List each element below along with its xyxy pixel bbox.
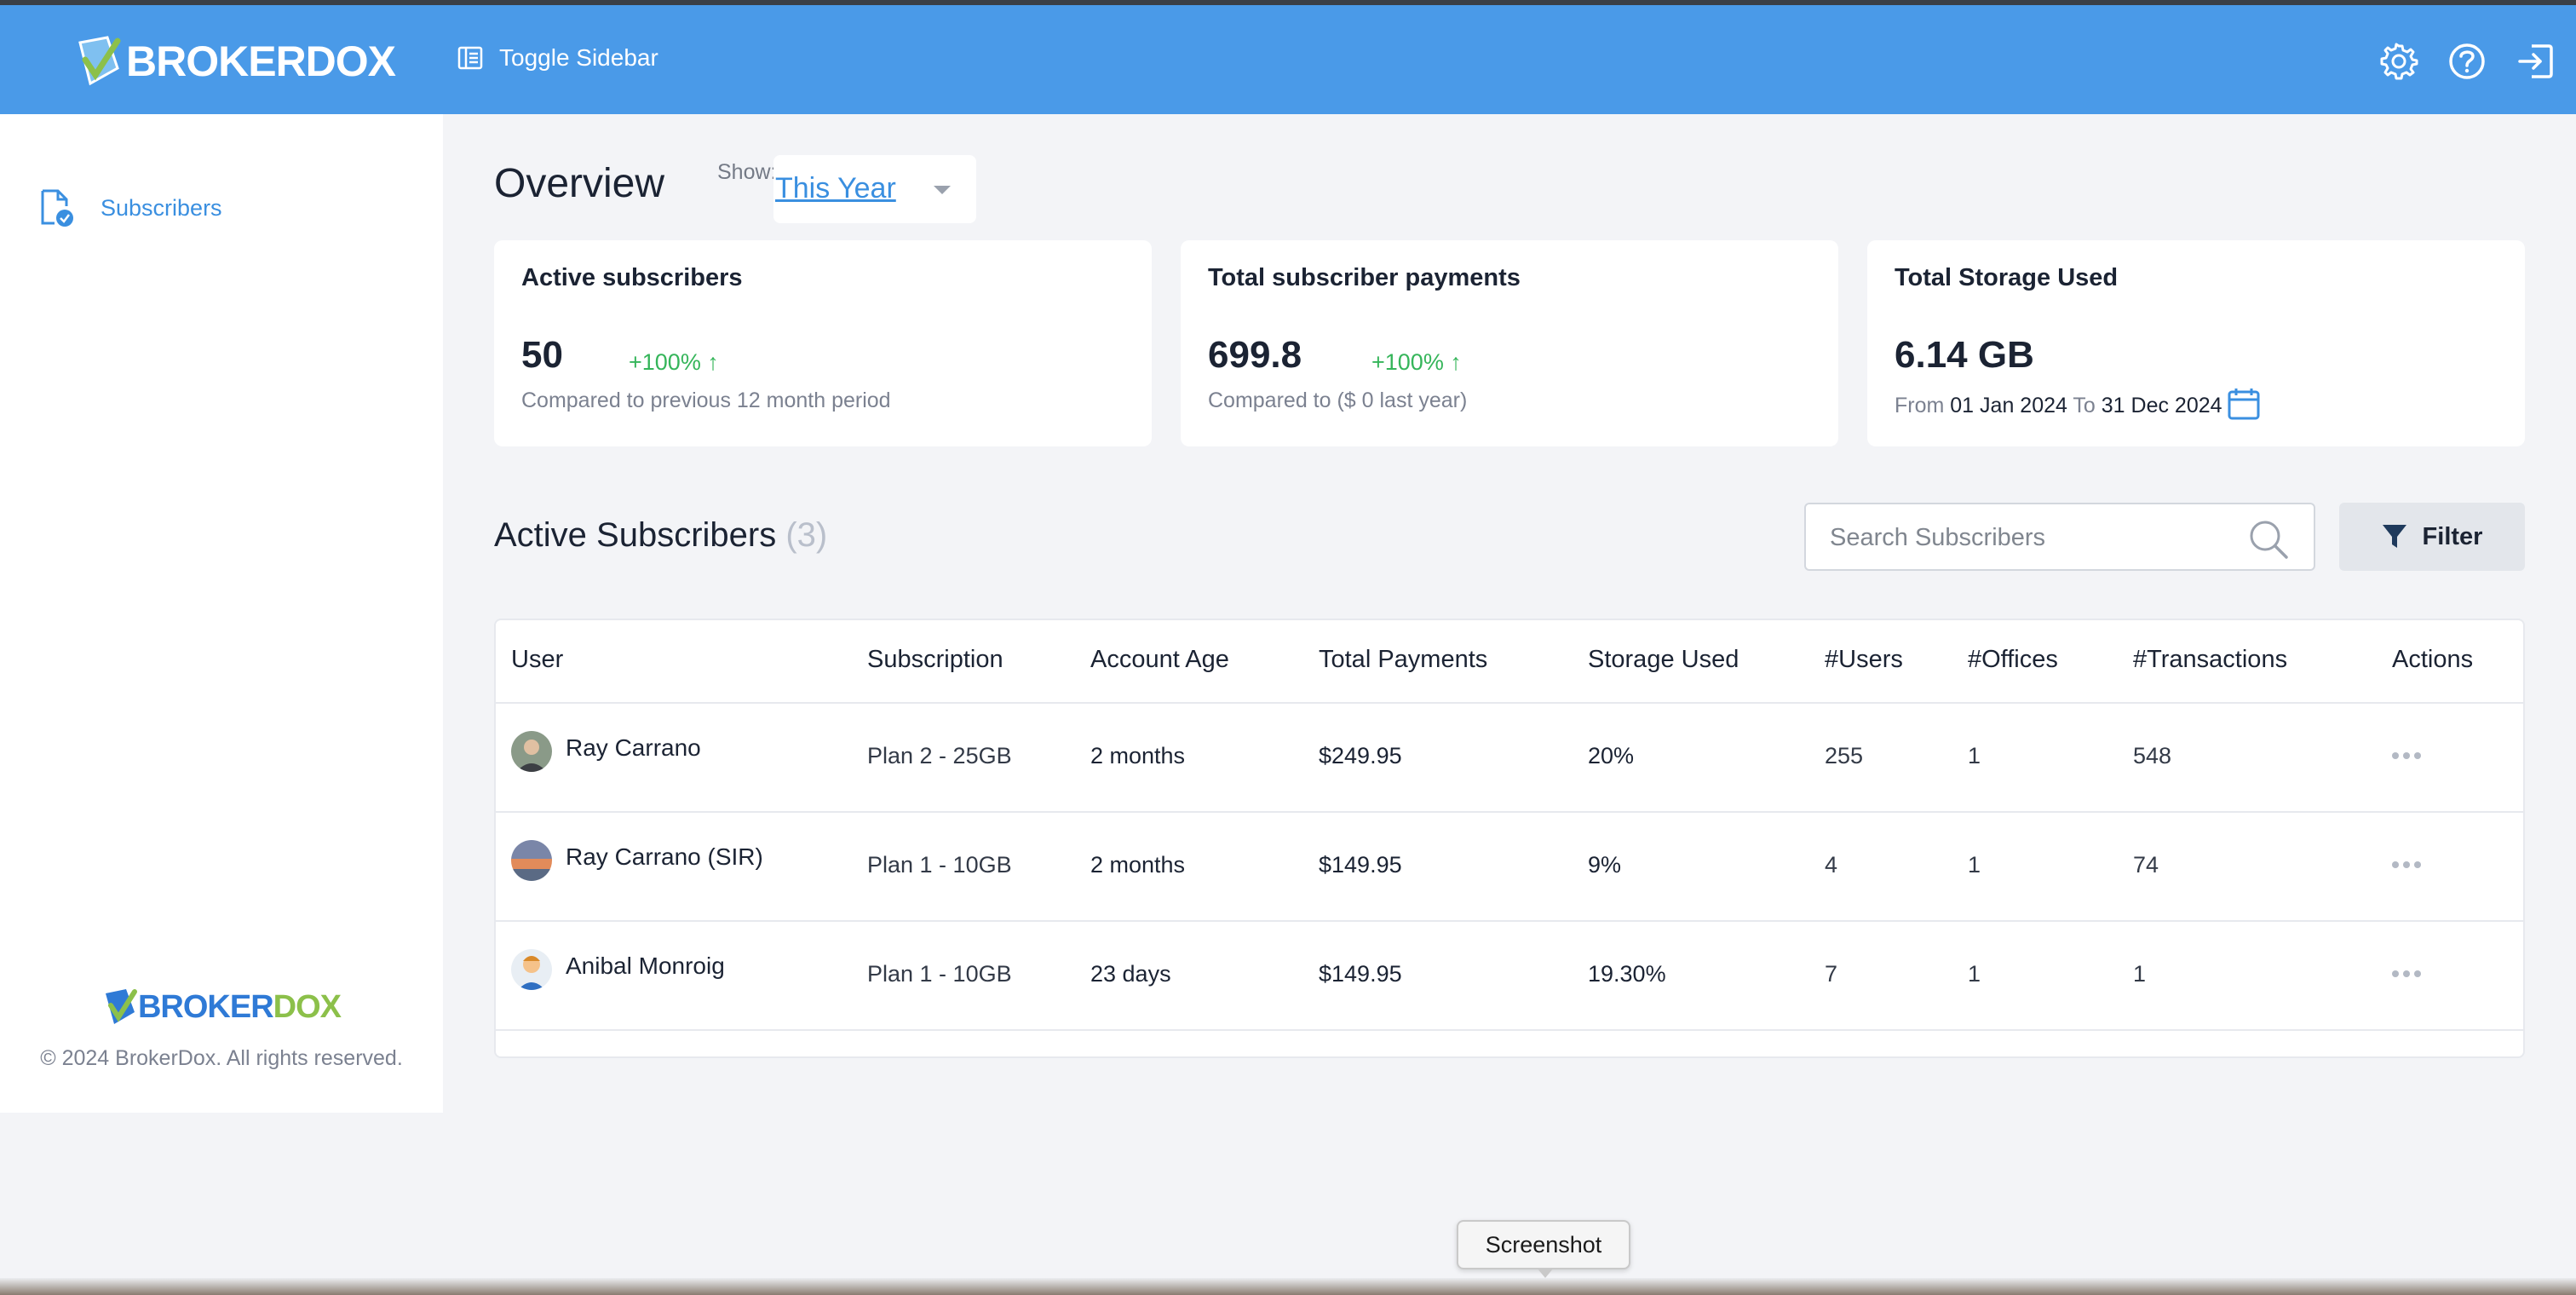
storage-used-card: Total Storage Used 6.14 GB From 01 Jan 2… [1867, 240, 2525, 446]
card-value: 699.8 [1208, 334, 1302, 376]
search-box [1804, 503, 2315, 571]
card-title: Active subscribers [521, 264, 743, 291]
column-header-subscription[interactable]: Subscription [867, 646, 1003, 673]
window-bottom-edge [0, 1278, 2576, 1295]
section-title-text: Active Subscribers [494, 516, 777, 554]
column-header-total-payments[interactable]: Total Payments [1319, 646, 1488, 673]
show-label: Show: [717, 160, 777, 184]
subscriber-count: (3) [785, 516, 828, 554]
avatar [511, 731, 552, 772]
offices-cell: 1 [1968, 743, 1981, 768]
more-actions-icon[interactable] [2392, 966, 2425, 981]
account-age-cell: 2 months [1090, 852, 1186, 878]
filter-button[interactable]: Filter [2339, 503, 2525, 571]
copyright-text: © 2024 BrokerDox. All rights reserved. [40, 1046, 403, 1070]
footer-logo: BROKER DOX [0, 987, 443, 1027]
column-header-storage-used[interactable]: Storage Used [1588, 646, 1739, 673]
active-subscribers-card: Active subscribers 50 +100% ↑ Compared t… [494, 240, 1152, 446]
sidebar-toggle-icon [457, 46, 483, 70]
from-date: 01 Jan 2024 [1950, 394, 2067, 417]
column-header-actions: Actions [2392, 646, 2474, 673]
transactions-cell: 548 [2133, 743, 2172, 768]
from-label: From [1895, 394, 1945, 417]
to-date: 31 Dec 2024 [2101, 394, 2222, 417]
footer-logo-text-a: BROKER [137, 988, 274, 1025]
total-payments-cell: $149.95 [1319, 852, 1402, 878]
more-actions-icon[interactable] [2392, 748, 2425, 763]
filter-label: Filter [2422, 522, 2483, 550]
logo-check-icon [105, 989, 137, 1024]
card-title: Total subscriber payments [1208, 264, 1521, 291]
account-age-cell: 2 months [1090, 743, 1186, 768]
total-payments-card: Total subscriber payments 699.8 +100% ↑ … [1181, 240, 1838, 446]
period-select[interactable]: This Year [773, 155, 976, 223]
user-name[interactable]: Anibal Monroig [566, 953, 725, 979]
total-payments-cell: $249.95 [1319, 743, 1402, 768]
gear-icon[interactable] [2378, 41, 2419, 82]
users-cell: 7 [1825, 961, 1838, 987]
help-icon[interactable] [2447, 41, 2487, 82]
column-header-account-age[interactable]: Account Age [1090, 646, 1229, 673]
subscribers-table: User Subscription Account Age Total Paym… [494, 619, 2525, 1058]
top-bar: BROKERDOX Toggle Sidebar [0, 0, 2576, 114]
more-actions-icon[interactable] [2392, 857, 2425, 872]
sidebar-footer: BROKER DOX © 2024 BrokerDox. All rights r… [0, 987, 443, 1071]
search-icon[interactable] [2247, 518, 2290, 561]
period-select-value: This Year [775, 172, 896, 204]
logo-text: BROKERDOX [126, 37, 396, 85]
table-row[interactable]: Ray Carrano Plan 2 - 25GB 2 months $249.… [496, 702, 2523, 811]
subscription-cell: Plan 1 - 10GB [867, 961, 1012, 987]
table-row[interactable]: Ray Carrano (SIR) Plan 1 - 10GB 2 months… [496, 811, 2523, 920]
offices-cell: 1 [1968, 852, 1981, 878]
users-cell: 4 [1825, 852, 1838, 878]
document-check-icon [41, 189, 73, 227]
calendar-icon[interactable] [2227, 387, 2261, 421]
offices-cell: 1 [1968, 961, 1981, 987]
column-header-users[interactable]: #Users [1825, 646, 1903, 673]
search-input[interactable] [1830, 520, 2239, 555]
table-row[interactable]: Anibal Monroig Plan 1 - 10GB 23 days $14… [496, 920, 2523, 1029]
chevron-down-icon [934, 186, 951, 194]
sidebar-item-label: Subscribers [101, 194, 222, 221]
card-change: +100% ↑ [629, 349, 719, 375]
card-title: Total Storage Used [1895, 264, 2119, 291]
card-value: 50 [521, 334, 563, 376]
date-range: From 01 Jan 2024 To 31 Dec 2024 [1895, 394, 2222, 418]
sidebar-item-subscribers[interactable]: Subscribers [37, 187, 222, 228]
user-name[interactable]: Ray Carrano [566, 734, 701, 761]
subscription-cell: Plan 2 - 25GB [867, 743, 1012, 768]
user-name[interactable]: Ray Carrano (SIR) [566, 843, 763, 870]
sidebar: Subscribers BROKER DOX © 2024 BrokerDox. … [0, 114, 443, 1113]
card-subtext: Compared to previous 12 month period [521, 388, 891, 412]
avatar [511, 840, 552, 881]
section-title: Active Subscribers (3) [494, 516, 827, 555]
card-value: 6.14 GB [1895, 334, 2034, 376]
toggle-sidebar-button[interactable]: Toggle Sidebar [457, 44, 658, 72]
footer-logo-text-b: DOX [273, 988, 342, 1025]
column-header-user[interactable]: User [511, 646, 564, 673]
card-subtext: Compared to ($ 0 last year) [1208, 388, 1468, 412]
funnel-icon [2382, 525, 2406, 548]
brokerdox-logo[interactable]: BROKERDOX [73, 34, 396, 89]
users-cell: 255 [1825, 743, 1864, 768]
page-title: Overview [494, 161, 665, 206]
storage-used-cell: 19.30% [1588, 961, 1666, 987]
column-header-offices[interactable]: #Offices [1968, 646, 2058, 673]
account-age-cell: 23 days [1090, 961, 1171, 987]
logo-check-icon [78, 36, 121, 86]
table-footer-divider [496, 1029, 2523, 1056]
storage-used-cell: 9% [1588, 852, 1622, 878]
total-payments-cell: $149.95 [1319, 961, 1402, 987]
toggle-sidebar-label: Toggle Sidebar [499, 44, 658, 71]
subscription-cell: Plan 1 - 10GB [867, 852, 1012, 878]
avatar [511, 949, 552, 990]
column-header-transactions[interactable]: #Transactions [2133, 646, 2288, 673]
storage-used-cell: 20% [1588, 743, 1635, 768]
card-change: +100% ↑ [1371, 349, 1462, 375]
transactions-cell: 1 [2133, 961, 2147, 987]
logout-icon[interactable] [2515, 41, 2556, 82]
to-label: To [2073, 394, 2096, 417]
transactions-cell: 74 [2133, 852, 2159, 878]
screenshot-tooltip: Screenshot [1457, 1220, 1630, 1278]
